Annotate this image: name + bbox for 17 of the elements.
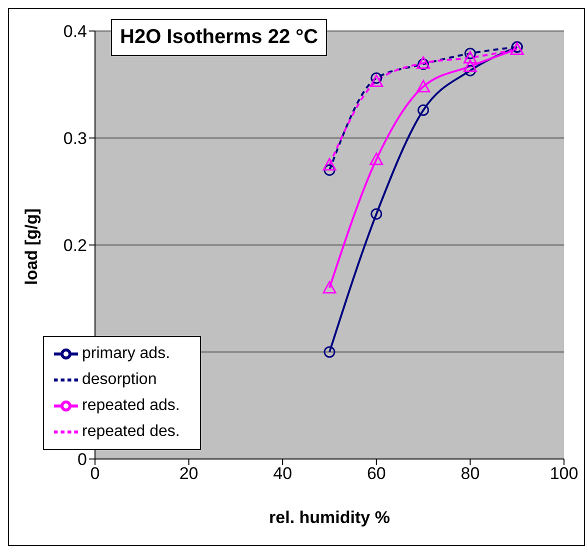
x-tick-label: 80 (460, 464, 480, 484)
y-tick-label: 0.3 (63, 129, 87, 148)
y-tick-label: 0.2 (63, 236, 87, 256)
x-axis-title: rel. humidity % (269, 508, 390, 527)
legend-label: primary ads. (82, 345, 170, 362)
x-tick-label: 20 (179, 464, 198, 484)
x-tick-label: 60 (366, 464, 386, 484)
y-axis-title: load [g/g] (22, 208, 42, 285)
y-tick-label: 0.4 (63, 22, 87, 42)
y-tick-label: 0 (78, 450, 87, 470)
legend-label: repeated des. (82, 423, 180, 440)
legend-label: repeated ads. (82, 397, 180, 414)
chart-title: H2O Isotherms 22 °C (111, 19, 328, 56)
x-tick-label: 40 (273, 464, 292, 484)
x-tick-label: 100 (550, 464, 578, 484)
legend-label: desorption (82, 371, 157, 388)
x-tick-label: 0 (90, 464, 100, 484)
